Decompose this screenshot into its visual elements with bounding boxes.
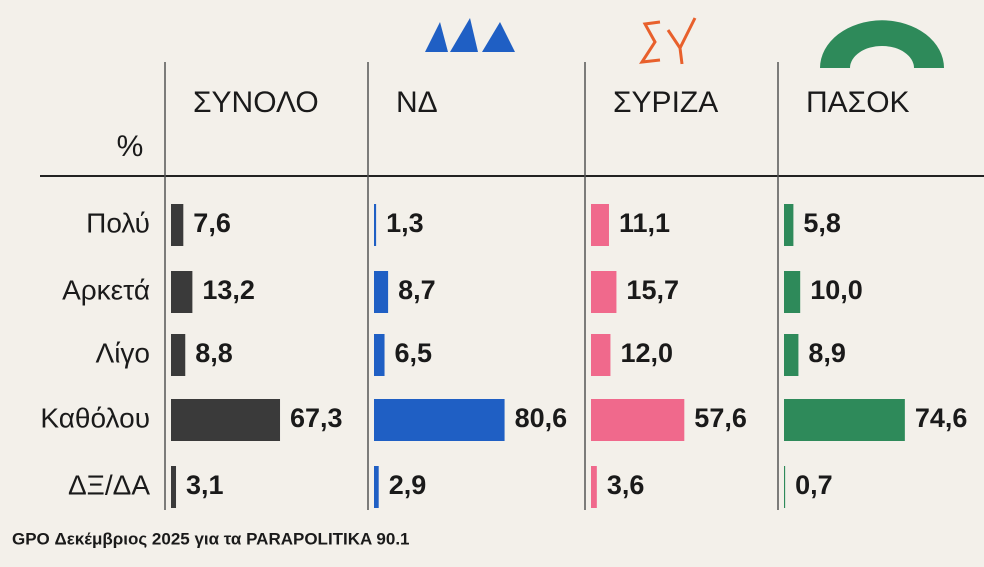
bar <box>591 204 609 246</box>
value-label: 8,7 <box>398 275 436 305</box>
bar <box>374 466 379 508</box>
bar <box>591 466 597 508</box>
bar <box>171 204 184 246</box>
pasok-logo <box>820 20 944 69</box>
value-label: 10,0 <box>810 275 863 305</box>
bar <box>784 399 905 441</box>
bar <box>374 334 385 376</box>
value-label: 13,2 <box>202 275 255 305</box>
value-label: 0,7 <box>795 470 833 500</box>
syriza-logo <box>639 17 697 65</box>
value-label: 3,1 <box>186 470 224 500</box>
bar <box>784 271 801 313</box>
row-label: Αρκετά <box>62 274 150 305</box>
bar <box>171 271 193 313</box>
row-label: Πολύ <box>86 207 150 238</box>
bar <box>374 204 377 246</box>
value-label: 3,6 <box>607 470 645 500</box>
value-label: 15,7 <box>626 275 679 305</box>
value-label: 2,9 <box>389 470 427 500</box>
series-name: ΣΥΝΟΛΟ <box>193 86 319 119</box>
value-label: 8,9 <box>808 338 846 368</box>
value-label: 67,3 <box>290 403 343 433</box>
bar <box>171 466 177 508</box>
value-label: 57,6 <box>694 403 747 433</box>
source: GPO Δεκέμβριος 2025 για τα PARAPOLITIKA … <box>12 529 410 548</box>
bar <box>171 334 186 376</box>
value-label: 1,3 <box>386 208 424 238</box>
value-label: 8,8 <box>195 338 233 368</box>
value-label: 6,5 <box>395 338 433 368</box>
bar <box>374 271 389 313</box>
row-label: Λίγο <box>96 337 151 368</box>
value-label: 80,6 <box>515 403 568 433</box>
series-name: ΝΔ <box>396 86 438 119</box>
series-name: ΣΥΡΙΖΑ <box>613 86 718 119</box>
value-label: 12,0 <box>620 338 673 368</box>
nd-logo <box>425 18 515 52</box>
row-label: ΔΞ/ΔΑ <box>68 469 150 500</box>
bar <box>591 271 617 313</box>
bar <box>171 399 281 441</box>
bar <box>591 334 611 376</box>
bar <box>784 466 786 508</box>
value-label: 7,6 <box>193 208 231 238</box>
value-label: 11,1 <box>619 208 670 238</box>
unit-label: % <box>117 130 144 163</box>
row-label: Καθόλου <box>40 402 150 433</box>
bar <box>784 334 799 376</box>
series-name: ΠΑΣΟΚ <box>806 86 910 119</box>
bar <box>784 204 794 246</box>
bar <box>591 399 685 441</box>
bar <box>374 399 505 441</box>
value-label: 5,8 <box>803 208 841 238</box>
value-label: 74,6 <box>915 403 968 433</box>
